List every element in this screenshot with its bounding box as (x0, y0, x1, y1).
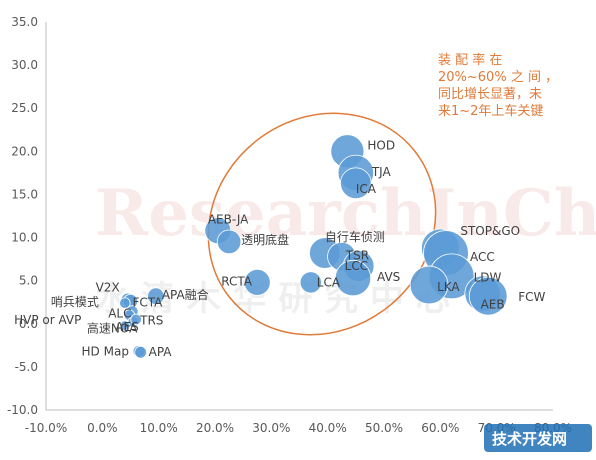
x-tick-label: 0.0% (87, 421, 118, 435)
bubble-label: AEB (481, 298, 505, 312)
y-tick-label: 15.0 (11, 187, 38, 201)
bubble (468, 276, 508, 316)
bubble-label: 哨兵模式 (51, 294, 99, 309)
bubble-label: V2X (96, 281, 120, 295)
bubble-label: AEB-JA (208, 213, 249, 227)
bubble-label: AVS (377, 270, 400, 284)
bubble-label: FCTA (133, 295, 164, 309)
y-tick-label: 35.0 (11, 15, 38, 29)
bubble-label: APA融合 (162, 287, 209, 302)
y-tick-label: 10.0 (11, 231, 38, 245)
y-tick-label: 20.0 (11, 144, 38, 158)
bubble-label: TSR (345, 249, 369, 263)
annotation-line-2: 20%~60% 之 间 ， (438, 70, 558, 85)
y-tick-label: 30.0 (11, 58, 38, 72)
bubble-label: LCC (345, 259, 368, 273)
annotation-line-4: 来1~2年上车关键 (438, 103, 543, 119)
x-tick-label: 10.0% (140, 421, 178, 435)
bubble-label: TJA (371, 165, 392, 179)
x-tick-label: 60.0% (421, 421, 459, 435)
y-tick-label: -10.0 (7, 403, 38, 417)
y-tick-label: 0.0 (19, 317, 38, 331)
bubble (243, 268, 271, 296)
bubble (216, 229, 242, 255)
bubble (299, 271, 322, 294)
x-tick-label: 20.0% (196, 421, 234, 435)
bubble (409, 265, 449, 305)
bubble-label: TRS (139, 313, 163, 327)
x-tick-label: -10.0% (25, 421, 67, 435)
corner-badge-bg (484, 424, 592, 452)
x-tick-label: 30.0% (252, 421, 290, 435)
bubble-label: 高速NOA (87, 321, 138, 336)
bubble-label: HOD (367, 138, 395, 152)
bubble-label: LKA (437, 280, 460, 294)
bubble-label: HD Map (82, 344, 129, 358)
bubble-label: RCTA (221, 274, 253, 288)
bubble-label: FCW (518, 290, 545, 304)
bubble (147, 287, 165, 305)
bubbles (119, 134, 508, 359)
highlight-ellipse (207, 112, 437, 336)
bubble (334, 259, 372, 297)
y-tick-labels: -10.0 -5.0 0.0 5.0 10.0 15.0 20.0 25.0 30.0 35.0 (7, 15, 38, 417)
bubble-label: ALC (108, 307, 131, 321)
bubble-label: LDW (474, 270, 502, 284)
bubble-label: LCA (317, 275, 341, 289)
y-tick-label: 5.0 (19, 274, 38, 288)
y-tick-label: 25.0 (11, 101, 38, 115)
bubble (119, 320, 130, 331)
corner-badge: 技术开发网 (492, 430, 567, 448)
bubble (119, 297, 131, 309)
y-tick-label: -5.0 (15, 360, 38, 374)
bubble (340, 167, 372, 200)
bubble-label: APA (149, 345, 173, 359)
annotation: 装 配 率 在 20%~60% 之 间 ， 同比增长显著，未 来1~2年上车关键 (438, 52, 558, 119)
bubble (130, 313, 142, 326)
bubble-label: ICA (356, 182, 377, 196)
bubble-label: AES (115, 320, 138, 334)
bubble (134, 345, 147, 359)
bubble-label: 自行车侦测 (325, 229, 385, 244)
bubble-label: ACC (470, 250, 495, 264)
annotation-line-3: 同比增长显著，未 (438, 87, 542, 102)
bubble-label: HVP or AVP (14, 313, 81, 327)
bubble-label: 透明底盘 (241, 232, 289, 247)
bubble-label: STOP&GO (460, 224, 520, 238)
x-tick-label: 50.0% (365, 421, 403, 435)
x-tick-label: 40.0% (309, 421, 347, 435)
annotation-line-1: 装 配 率 在 (438, 52, 502, 68)
